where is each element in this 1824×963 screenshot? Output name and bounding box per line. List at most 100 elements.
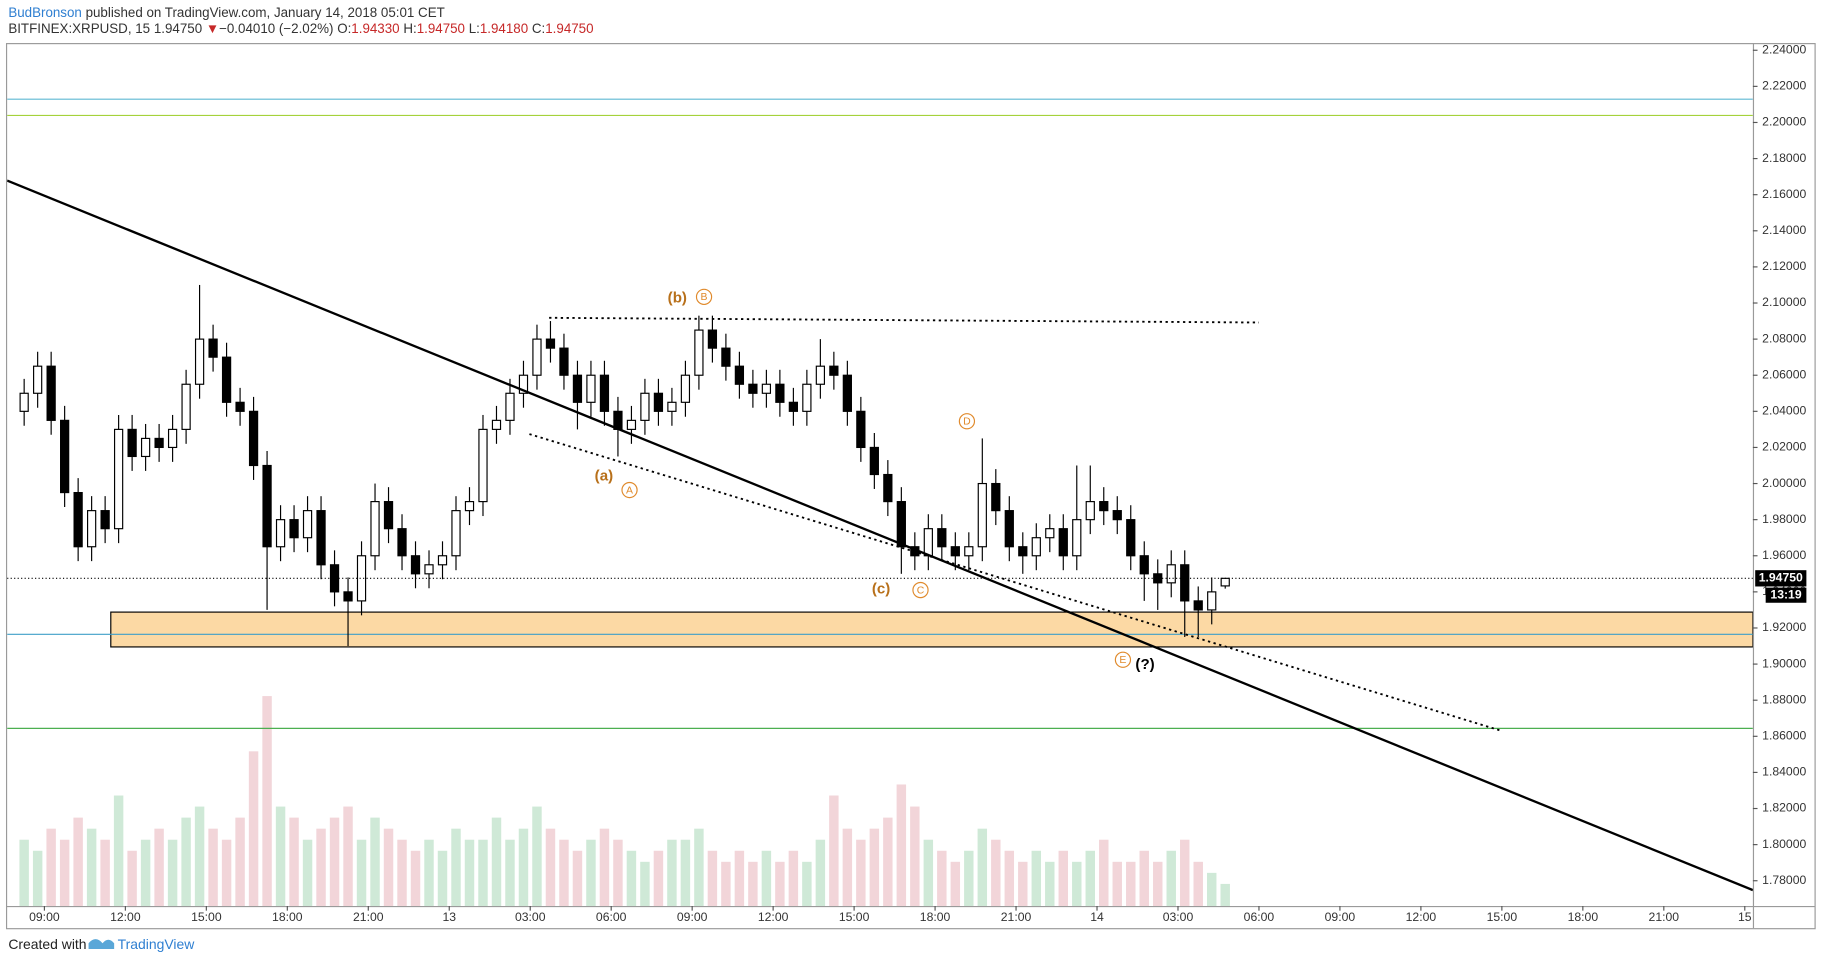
candle-body — [1004, 510, 1014, 548]
candle-body — [599, 374, 610, 412]
volume-bar — [1058, 850, 1069, 907]
volume-bar — [1031, 850, 1042, 907]
candle-body — [734, 365, 745, 385]
candle-body — [761, 383, 772, 394]
candle-body — [221, 356, 232, 403]
volume-bar — [991, 839, 1001, 907]
candle-body — [167, 428, 178, 449]
volume-bar — [653, 850, 664, 907]
y-tick-label: 2.16000 — [1762, 187, 1806, 201]
volume-bar — [32, 850, 43, 907]
x-tick-label: 09:00 — [677, 910, 708, 924]
annotation-circle — [695, 288, 713, 306]
volume-bar — [1180, 839, 1190, 907]
candle-body — [1220, 577, 1230, 587]
volume-bar — [424, 839, 434, 907]
o-label: O: — [337, 21, 351, 36]
x-tick-label: 18:00 — [1568, 910, 1599, 924]
candle-body — [721, 347, 731, 367]
footer-brand[interactable]: TradingView — [118, 936, 196, 952]
last-price-label: 1.94750 — [1759, 571, 1803, 585]
candle-body — [1018, 546, 1028, 557]
candle-body — [950, 546, 960, 557]
l-label: L: — [469, 21, 480, 36]
x-tick-label: 12:00 — [110, 910, 141, 924]
volume-bar — [842, 828, 853, 907]
volume-bar — [464, 839, 475, 907]
candle-body — [1031, 537, 1041, 557]
volume-bar — [815, 839, 826, 907]
annotation: (?) — [1135, 656, 1154, 673]
volume-bar — [667, 839, 677, 907]
volume-bar — [1099, 839, 1109, 907]
y-tick-label: 1.92000 — [1762, 620, 1806, 634]
trend-line — [549, 316, 1259, 324]
y-tick-label: 2.06000 — [1762, 367, 1806, 381]
volume-bar — [964, 850, 974, 907]
tv-logo[interactable]: TradingView — [88, 936, 196, 952]
trend-line — [7, 179, 1753, 892]
candle-body — [451, 510, 461, 557]
volume-bar — [505, 839, 515, 907]
x-tick-label: 03:00 — [515, 910, 546, 924]
y-tick-label: 1.78000 — [1762, 873, 1806, 887]
volume-bar — [113, 795, 124, 907]
volume-bar — [140, 839, 151, 907]
candle-body — [653, 392, 664, 412]
candle-body — [1045, 528, 1055, 539]
candle-body — [154, 437, 164, 449]
l-value: 1.94180 — [480, 21, 528, 36]
volume-bar — [329, 817, 340, 907]
volume-bar — [181, 817, 191, 907]
candle-body — [60, 419, 70, 494]
candle-body — [532, 338, 542, 376]
annotation-circle — [621, 481, 638, 499]
tv-logo-icon — [88, 939, 115, 950]
volume-bar — [802, 861, 812, 907]
x-tick-label: 15:00 — [1487, 910, 1518, 924]
x-tick-label: 13 — [442, 910, 456, 924]
c-label: C: — [532, 21, 545, 36]
x-tick-label: 15:00 — [839, 910, 870, 924]
o-value: 1.94330 — [351, 21, 399, 36]
volume-bar — [694, 828, 704, 907]
candle-body — [194, 338, 205, 385]
volume-bar — [559, 839, 569, 907]
volume-bar — [883, 817, 893, 907]
volume-bar — [73, 817, 83, 907]
volume-bar — [478, 839, 488, 907]
candle-body — [73, 491, 83, 548]
x-tick-label: 21:00 — [353, 910, 384, 924]
y-tick-label: 2.02000 — [1762, 440, 1806, 454]
volume-bar — [1153, 861, 1163, 907]
volume-bar — [316, 828, 326, 907]
candle-body — [1180, 564, 1190, 602]
candle-body — [397, 528, 407, 557]
volume-bar — [532, 806, 542, 907]
y-tick-label: 2.00000 — [1762, 476, 1806, 490]
candle-body — [1072, 519, 1082, 557]
plot-area: (b) B (a) A (c) C D E (?) — [7, 98, 1753, 907]
volume-bar — [86, 828, 97, 907]
annotation-circle — [958, 413, 976, 430]
annotation: E — [1119, 655, 1126, 666]
candle-body — [100, 510, 110, 530]
candle-body — [127, 428, 137, 458]
symbol-line: BITFINEX:XRPUSD, 15 1.94750 ▼−0.04010 (−… — [8, 21, 593, 36]
h-label: H: — [403, 21, 416, 36]
volume-bar — [910, 806, 920, 907]
volume-bar — [640, 861, 650, 907]
header-line: BudBronson published on TradingView.com,… — [8, 4, 444, 19]
candle-body — [856, 410, 866, 449]
volume-bar — [59, 839, 70, 907]
candle-body — [33, 365, 43, 394]
footer-created: Created with — [8, 936, 86, 952]
author[interactable]: BudBronson — [8, 4, 82, 19]
published: published on TradingView.com, January 14… — [86, 4, 445, 19]
volume-bar — [1085, 850, 1095, 907]
volume-bar — [748, 861, 758, 907]
y-tick-label: 1.86000 — [1762, 729, 1806, 743]
y-tick-label: 1.88000 — [1762, 692, 1806, 706]
candle-body — [680, 374, 691, 403]
